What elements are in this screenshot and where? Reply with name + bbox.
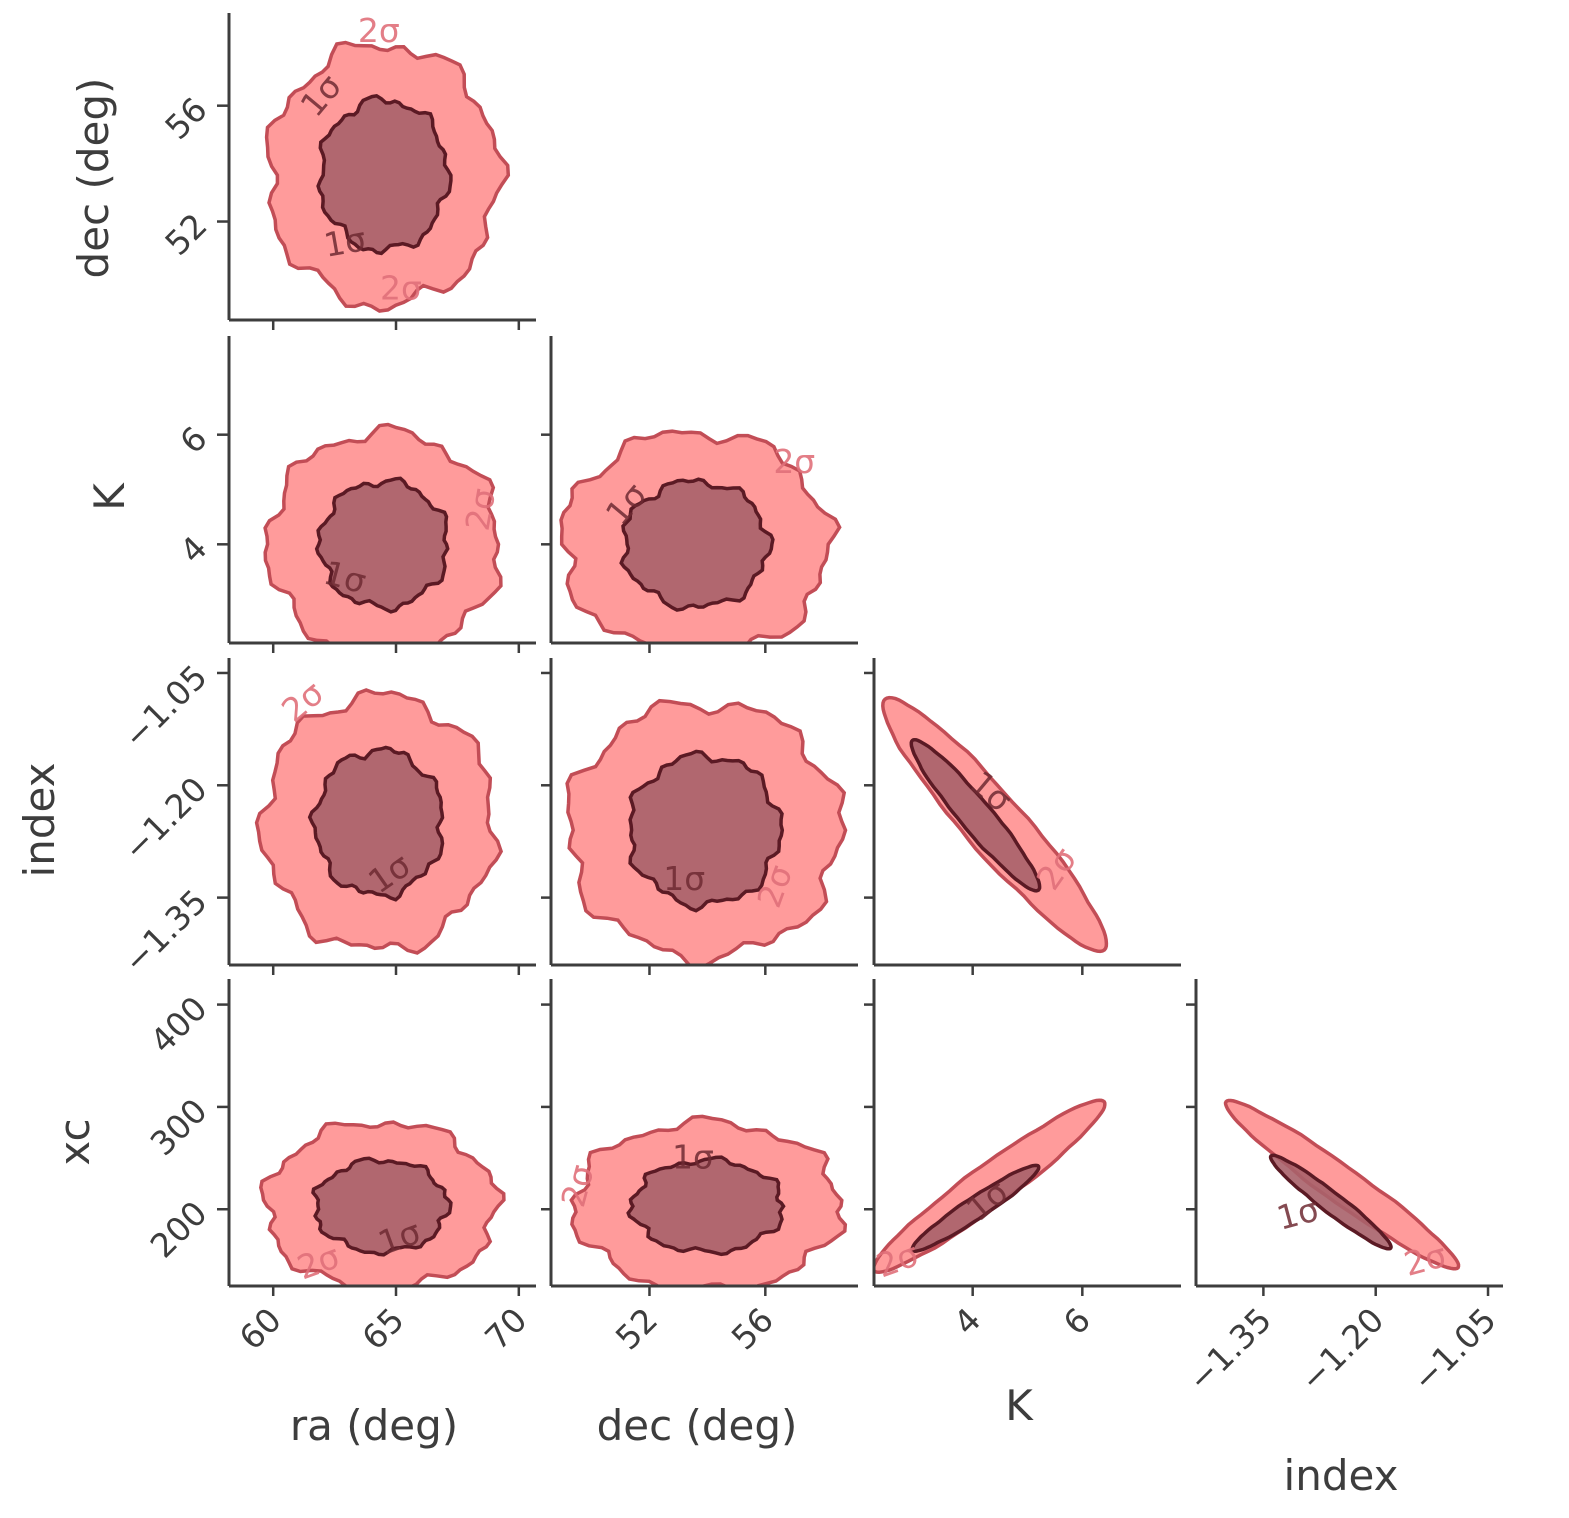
x-axis-title-index: index [1284, 1451, 1399, 1500]
sigma-label-1: 1σ [321, 219, 369, 265]
y-tick-label: 6 [172, 419, 214, 461]
y-tick-label: −1.05 [116, 657, 215, 756]
contour-1sigma [314, 476, 450, 614]
contour-1sigma [1268, 1153, 1393, 1251]
x-axis-title-ra: ra (deg) [290, 1401, 458, 1450]
x-tick-label: 4 [946, 1300, 988, 1342]
y-tick-label: 52 [157, 206, 214, 263]
contour-2sigma [1223, 1098, 1461, 1271]
y-axis-title-K: K [85, 482, 134, 511]
contour-1sigma [307, 745, 445, 902]
contour-1sigma [619, 477, 775, 612]
y-tick-label: −1.20 [116, 769, 215, 868]
contour-1sigma [628, 749, 785, 913]
panel-dec-vs-index: 1σ 2σ [541, 658, 858, 975]
sigma-label-2: 2σ [358, 11, 400, 50]
sigma-label-1: 1σ [672, 1137, 714, 1176]
x-axis-title-K: K [1005, 1381, 1034, 1430]
x-tick-label: −1.35 [1180, 1300, 1279, 1399]
y-tick-label: 200 [143, 1193, 215, 1265]
contour-1sigma [316, 93, 453, 256]
y-tick-label: 4 [172, 528, 214, 570]
y-axis-title-index: index [15, 763, 64, 878]
x-tick-label: −1.20 [1292, 1300, 1391, 1399]
x-tick-label: 65 [354, 1300, 411, 1357]
y-tick-label: 300 [143, 1091, 215, 1163]
contour-1sigma [626, 1155, 786, 1257]
sigma-label-2: 2σ [458, 485, 504, 533]
y-tick-label: 400 [143, 989, 215, 1061]
y-axis-title-xc: xc [50, 1118, 99, 1165]
sigma-label-2: 2σ [380, 269, 422, 308]
x-axis-title-dec: dec (deg) [597, 1401, 798, 1450]
axis-titles: dec (deg) K index xc ra (deg) dec (deg) … [15, 78, 1398, 1500]
sigma-label-1: 1σ [663, 859, 705, 898]
x-tick-label: 52 [608, 1300, 665, 1357]
x-tick-label: 56 [724, 1300, 781, 1357]
y-tick-label: 56 [157, 90, 214, 147]
x-tick-label: −1.05 [1405, 1300, 1504, 1399]
contour-1sigma [910, 1163, 1041, 1253]
x-tick-label: 70 [477, 1300, 534, 1357]
contour-1sigma [909, 737, 1042, 893]
x-tick-label: 60 [232, 1300, 289, 1357]
x-tick-label: 6 [1056, 1300, 1098, 1342]
contour-1sigma [311, 1156, 453, 1257]
y-tick-label: −1.35 [116, 882, 215, 981]
y-axis-title-dec: dec (deg) [69, 78, 118, 279]
sigma-label-2: 2σ [773, 442, 815, 481]
panels-layer: 1σ1σ2σ2σ52561σ2σ461σ2σ1σ2σ−1.35−1.20−1.0… [116, 11, 1504, 1399]
